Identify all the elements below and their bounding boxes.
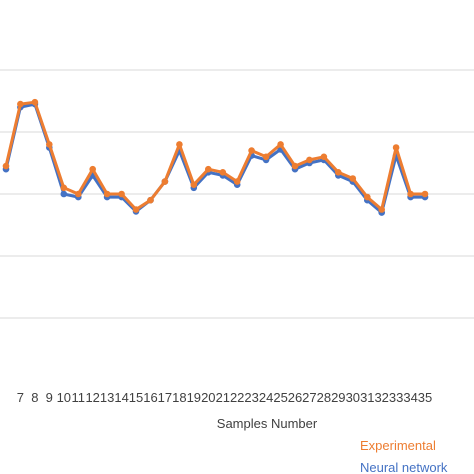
series-line-neural-network bbox=[4, 102, 425, 215]
data-point-experimental-18 bbox=[176, 141, 183, 148]
data-point-experimental-22 bbox=[233, 178, 241, 185]
data-point-experimental-11 bbox=[75, 190, 82, 198]
data-point-experimental-15 bbox=[132, 206, 140, 213]
x-tick-label-21: 21 bbox=[216, 390, 230, 405]
data-point-experimental-24 bbox=[262, 153, 270, 161]
x-tick-label-10: 10 bbox=[57, 390, 71, 405]
data-point-experimental-21 bbox=[219, 169, 227, 176]
data-point-experimental-16 bbox=[147, 196, 154, 204]
x-tick-label-7: 7 bbox=[17, 390, 24, 405]
data-point-experimental-30 bbox=[349, 175, 357, 182]
x-tick-label-31: 31 bbox=[360, 390, 374, 405]
data-point-experimental-10 bbox=[60, 184, 68, 192]
x-tick-label-27: 27 bbox=[302, 390, 316, 405]
x-tick-label-25: 25 bbox=[273, 390, 287, 405]
data-point-experimental-7 bbox=[17, 100, 24, 108]
x-tick-label-19: 19 bbox=[187, 390, 201, 405]
x-tick-label-26: 26 bbox=[288, 390, 302, 405]
x-tick-label-16: 16 bbox=[143, 390, 157, 405]
series-experimental bbox=[2, 98, 429, 213]
data-point-experimental-28 bbox=[320, 153, 328, 161]
data-point-experimental-27 bbox=[306, 156, 313, 164]
data-point-experimental-9 bbox=[46, 141, 53, 148]
gridlines bbox=[0, 69, 474, 319]
x-tick-label-20: 20 bbox=[201, 390, 215, 405]
x-tick-label-24: 24 bbox=[259, 390, 273, 405]
x-tick-label-23: 23 bbox=[244, 390, 258, 405]
x-tick-label-35: 35 bbox=[418, 390, 432, 405]
data-point-experimental-35 bbox=[421, 190, 429, 198]
data-point-experimental-25 bbox=[277, 141, 284, 148]
x-tick-label-12: 12 bbox=[85, 390, 99, 405]
x-tick-label-30: 30 bbox=[346, 390, 360, 405]
legend-neural-network: Neural network bbox=[360, 460, 448, 474]
data-point-experimental-23 bbox=[248, 147, 255, 154]
x-tick-label-22: 22 bbox=[230, 390, 244, 405]
data-point-experimental-17 bbox=[161, 178, 169, 185]
data-point-experimental-20 bbox=[205, 165, 212, 173]
x-tick-label-11: 11 bbox=[72, 390, 86, 405]
x-tick-label-8: 8 bbox=[31, 390, 38, 405]
x-tick-label-13: 13 bbox=[100, 390, 114, 405]
x-tick-label-34: 34 bbox=[403, 390, 417, 405]
data-point-experimental-31 bbox=[364, 193, 371, 201]
x-tick-label-17: 17 bbox=[158, 390, 172, 405]
data-point-experimental-8 bbox=[31, 98, 39, 106]
data-point-experimental-13 bbox=[103, 190, 111, 198]
data-point-experimental-29 bbox=[335, 169, 342, 176]
x-tick-label-29: 29 bbox=[331, 390, 345, 405]
data-point-experimental-6 bbox=[2, 162, 10, 170]
data-point-experimental-14 bbox=[118, 190, 125, 198]
series-layer bbox=[2, 98, 429, 216]
x-tick-label-18: 18 bbox=[172, 390, 186, 405]
x-tick-label-9: 9 bbox=[46, 390, 53, 405]
x-tick-label-15: 15 bbox=[129, 390, 143, 405]
data-point-experimental-33 bbox=[392, 144, 400, 151]
data-point-neural-network-10 bbox=[60, 190, 68, 198]
data-point-experimental-32 bbox=[378, 206, 386, 213]
x-tick-label-32: 32 bbox=[374, 390, 388, 405]
data-point-experimental-34 bbox=[407, 190, 414, 198]
legend-experimental: Experimental bbox=[360, 438, 436, 453]
data-point-experimental-26 bbox=[291, 162, 299, 170]
data-point-experimental-12 bbox=[89, 165, 96, 173]
x-tick-label-28: 28 bbox=[317, 390, 331, 405]
x-axis-title: Samples Number bbox=[217, 416, 318, 431]
x-tick-labels: 7 8 9 10 11 12 13 14 15 16 17 18 19 20 21 22 23 24 25 26 27 2… bbox=[17, 390, 432, 405]
legend: Experimental Neural network bbox=[360, 438, 448, 474]
x-tick-label-14: 14 bbox=[114, 390, 128, 405]
x-tick-label-33: 33 bbox=[389, 390, 403, 405]
data-point-experimental-19 bbox=[190, 181, 198, 188]
